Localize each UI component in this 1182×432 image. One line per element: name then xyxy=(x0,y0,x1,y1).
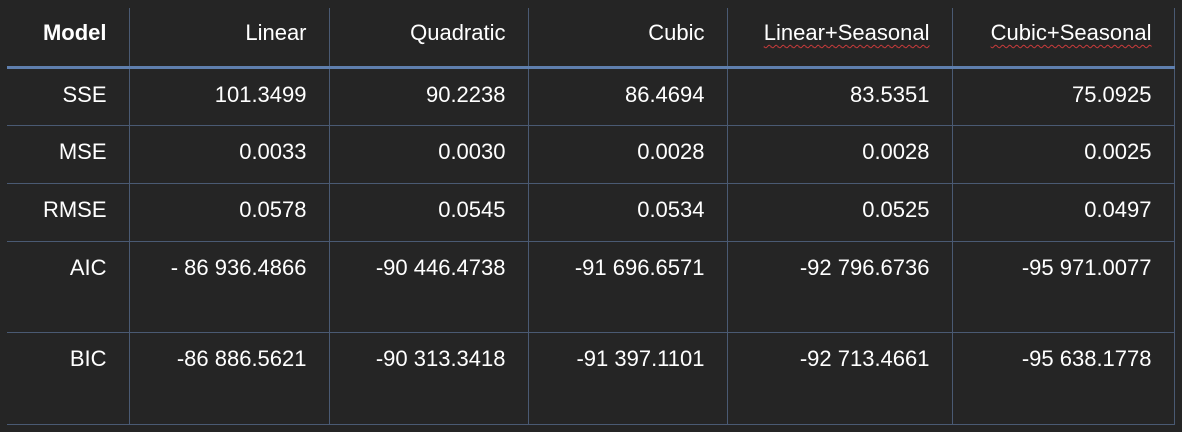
table-cell: 101.3499 xyxy=(128,66,330,126)
header-cell-cubic: Cubic xyxy=(527,8,728,69)
table-cell: 75.0925 xyxy=(951,66,1175,126)
header-row: Model Linear Quadratic Cubic Linear+Seas… xyxy=(7,8,1175,69)
table-row: AIC - 86 936.4866 -90 446.4738 -91 696.6… xyxy=(7,240,1175,333)
row-label: SSE xyxy=(7,66,130,126)
table-cell: 86.4694 xyxy=(527,66,728,126)
header-cell-linear: Linear xyxy=(128,8,330,69)
header-label-cubic-seasonal: Cubic+Seasonal xyxy=(990,20,1152,45)
table-row: RMSE 0.0578 0.0545 0.0534 0.0525 0.0497 xyxy=(7,182,1175,242)
row-label: MSE xyxy=(7,124,130,184)
row-label: BIC xyxy=(7,331,130,425)
table-cell: -90 313.3418 xyxy=(328,331,529,425)
header-cell-quadratic: Quadratic xyxy=(328,8,529,69)
table-cell: 0.0545 xyxy=(328,182,529,242)
table-cell: -92 713.4661 xyxy=(726,331,953,425)
row-label: AIC xyxy=(7,240,130,333)
table-row: MSE 0.0033 0.0030 0.0028 0.0028 0.0025 xyxy=(7,124,1175,184)
table-cell: 0.0534 xyxy=(527,182,728,242)
table-cell: -91 696.6571 xyxy=(527,240,728,333)
table-row: BIC -86 886.5621 -90 313.3418 -91 397.11… xyxy=(7,331,1175,425)
table-cell: 0.0497 xyxy=(951,182,1175,242)
table-row: SSE 101.3499 90.2238 86.4694 83.5351 75.… xyxy=(7,66,1175,126)
table-cell: 0.0025 xyxy=(951,124,1175,184)
table-cell: 0.0030 xyxy=(328,124,529,184)
table-cell: - 86 936.4866 xyxy=(128,240,330,333)
table-cell: -95 638.1778 xyxy=(951,331,1175,425)
header-label-linear-seasonal: Linear+Seasonal xyxy=(763,20,930,45)
header-cell-linear-seasonal: Linear+Seasonal xyxy=(726,8,953,69)
table-cell: 0.0028 xyxy=(726,124,953,184)
table-cell: -90 446.4738 xyxy=(328,240,529,333)
row-label: RMSE xyxy=(7,182,130,242)
table-cell: 83.5351 xyxy=(726,66,953,126)
table-cell: -92 796.6736 xyxy=(726,240,953,333)
header-cell-model: Model xyxy=(7,8,130,69)
table-cell: -95 971.0077 xyxy=(951,240,1175,333)
table-cell: 0.0578 xyxy=(128,182,330,242)
model-comparison-table: Model Linear Quadratic Cubic Linear+Seas… xyxy=(7,8,1175,425)
table-cell: -86 886.5621 xyxy=(128,331,330,425)
table-cell: 0.0033 xyxy=(128,124,330,184)
header-cell-cubic-seasonal: Cubic+Seasonal xyxy=(951,8,1175,69)
table-cell: 0.0525 xyxy=(726,182,953,242)
table-cell: 90.2238 xyxy=(328,66,529,126)
table-cell: 0.0028 xyxy=(527,124,728,184)
table-cell: -91 397.1101 xyxy=(527,331,728,425)
